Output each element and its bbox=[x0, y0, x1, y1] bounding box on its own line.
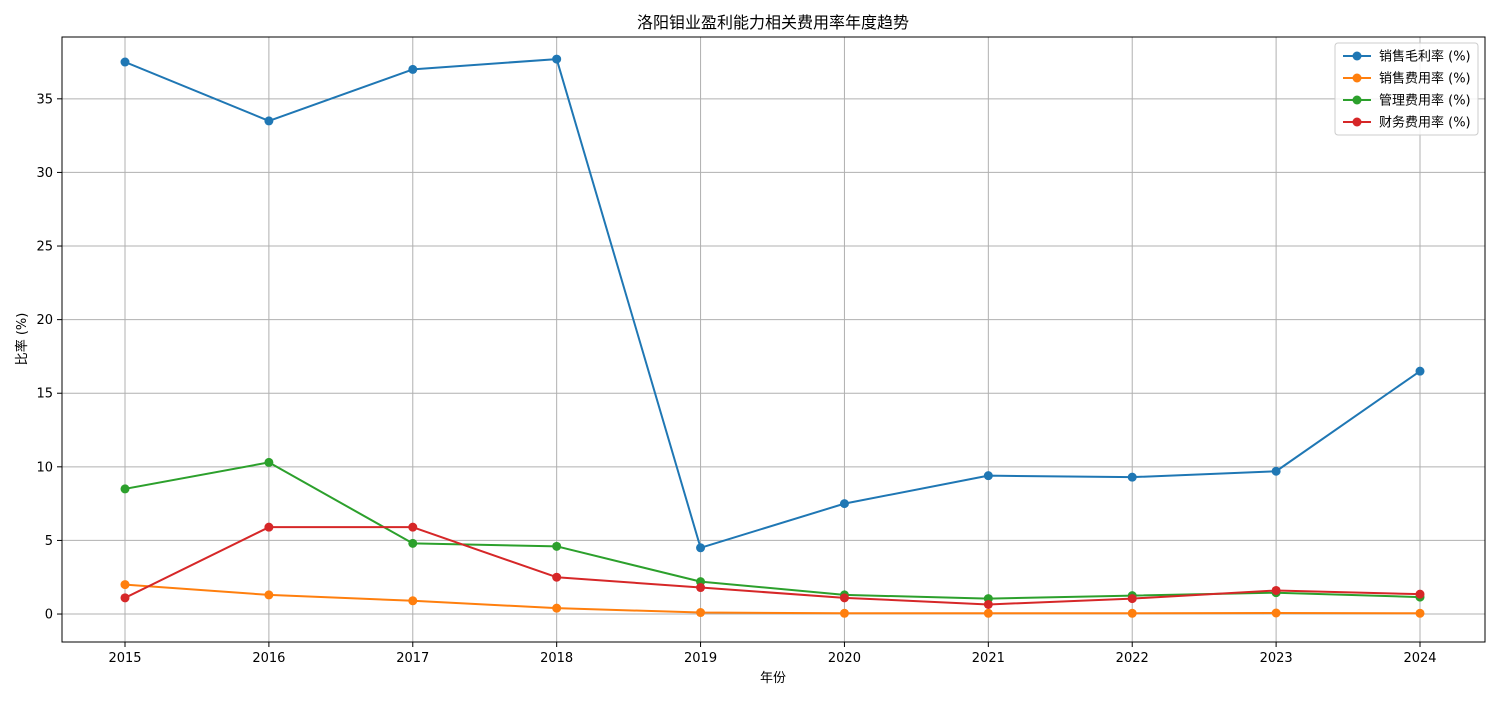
data-point bbox=[120, 580, 130, 590]
data-point bbox=[408, 64, 418, 74]
y-tick-label: 10 bbox=[36, 460, 53, 475]
series-group bbox=[120, 522, 1425, 609]
legend-label: 财务费用率 (%) bbox=[1379, 115, 1471, 131]
data-point bbox=[1271, 585, 1281, 595]
legend-label: 销售毛利率 (%) bbox=[1379, 49, 1471, 65]
series-line bbox=[124, 58, 1421, 549]
x-axis: 2015 2016 2017 2018 2019 2020 2021 2022 2023 2024 bbox=[108, 642, 1437, 666]
x-tick-label: 2022 bbox=[1116, 651, 1149, 666]
data-point bbox=[1415, 366, 1425, 376]
data-point bbox=[1127, 472, 1137, 482]
legend: 销售毛利率 (%) 销售费用率 (%) 管理费用率 (%) 财务费用率 (%) bbox=[1334, 42, 1479, 136]
legend-label: 管理费用率 (%) bbox=[1379, 93, 1471, 109]
data-point bbox=[264, 116, 274, 126]
data-point bbox=[408, 538, 418, 548]
y-tick-label: 15 bbox=[36, 387, 53, 402]
legend-swatch-marker bbox=[1352, 51, 1362, 61]
data-point bbox=[839, 499, 849, 509]
x-tick-label: 2020 bbox=[828, 651, 861, 666]
x-tick-label: 2015 bbox=[108, 651, 141, 666]
data-point bbox=[120, 593, 130, 603]
legend-swatch-marker bbox=[1352, 73, 1362, 83]
data-point bbox=[983, 471, 993, 481]
series-line bbox=[124, 583, 1421, 615]
data-point bbox=[264, 590, 274, 600]
series-group bbox=[120, 580, 1425, 618]
y-axis-title: 比率 (%) bbox=[14, 313, 30, 366]
legend-frame bbox=[1334, 42, 1479, 136]
series-layer bbox=[120, 54, 1425, 618]
data-point bbox=[1127, 608, 1137, 618]
data-point bbox=[264, 522, 274, 532]
data-point bbox=[408, 596, 418, 606]
data-point bbox=[1127, 594, 1137, 604]
data-point bbox=[983, 599, 993, 609]
data-point bbox=[1271, 608, 1281, 618]
data-point bbox=[552, 54, 562, 64]
x-tick-label: 2016 bbox=[252, 651, 285, 666]
data-point bbox=[839, 608, 849, 618]
data-point bbox=[552, 541, 562, 551]
x-tick-label: 2023 bbox=[1260, 651, 1293, 666]
data-point bbox=[264, 457, 274, 467]
series-line bbox=[124, 526, 1421, 606]
data-point bbox=[408, 522, 418, 532]
data-point bbox=[839, 593, 849, 603]
x-tick-label: 2017 bbox=[396, 651, 429, 666]
data-point bbox=[696, 543, 706, 553]
y-axis: 0 5 10 15 20 25 30 35 bbox=[36, 92, 62, 623]
data-point bbox=[552, 603, 562, 613]
series-group bbox=[120, 54, 1425, 553]
legend-swatch-marker bbox=[1352, 95, 1362, 105]
data-point bbox=[696, 583, 706, 593]
data-point bbox=[696, 608, 706, 618]
legend-swatch-marker bbox=[1352, 117, 1362, 127]
y-tick-label: 0 bbox=[45, 608, 53, 623]
plot-frame bbox=[61, 36, 1486, 643]
data-point bbox=[1415, 608, 1425, 618]
y-tick-label: 30 bbox=[36, 166, 53, 181]
data-point bbox=[120, 57, 130, 67]
data-point bbox=[552, 572, 562, 582]
data-point bbox=[1415, 589, 1425, 599]
x-tick-label: 2019 bbox=[684, 651, 717, 666]
x-tick-label: 2024 bbox=[1403, 651, 1436, 666]
data-point bbox=[120, 484, 130, 494]
x-tick-label: 2021 bbox=[972, 651, 1005, 666]
y-tick-label: 5 bbox=[45, 534, 53, 549]
data-point bbox=[1271, 466, 1281, 476]
y-tick-label: 25 bbox=[36, 240, 53, 255]
chart-title: 洛阳钼业盈利能力相关费用率年度趋势 bbox=[637, 13, 909, 32]
y-tick-label: 35 bbox=[36, 92, 53, 107]
x-tick-label: 2018 bbox=[540, 651, 573, 666]
x-axis-title: 年份 bbox=[760, 671, 786, 686]
y-tick-label: 20 bbox=[36, 313, 53, 328]
data-point bbox=[983, 608, 993, 618]
legend-label: 销售费用率 (%) bbox=[1379, 71, 1471, 87]
